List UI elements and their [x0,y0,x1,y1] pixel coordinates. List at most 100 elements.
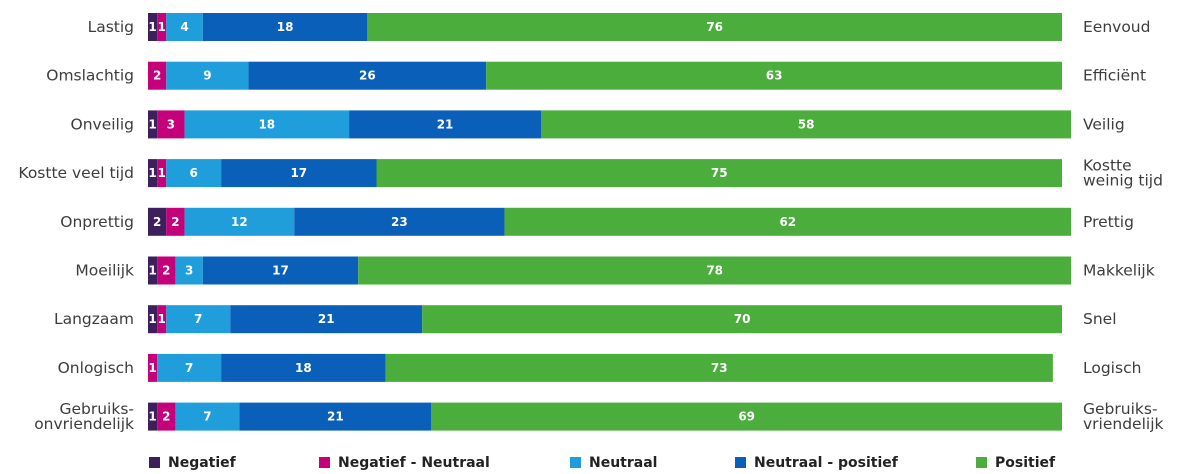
bar-segment [349,110,542,139]
category-label-right-line: Logisch [1083,359,1141,377]
data-label: 1 [158,312,166,326]
bar-segment [157,353,222,382]
data-label: 69 [738,410,755,424]
data-label: 2 [171,215,179,229]
legend-item: Neutraal - positief [735,455,899,471]
bar-segment [148,13,158,41]
category-label-left: Onprettig [60,213,134,231]
bar-segment [148,353,158,382]
category-label-right: Efficiënt [1083,67,1146,85]
data-label: 58 [798,117,815,131]
data-label: 73 [711,361,728,375]
category-label-right-line: weinig tijd [1083,172,1163,190]
bar-segment [230,305,423,334]
data-label: 1 [148,410,156,424]
legend-swatch [149,457,160,468]
category-label-left-line: onvriendelijk [34,415,134,433]
data-label: 62 [779,215,796,229]
bar-segment [367,13,1062,41]
data-label: 70 [734,312,751,326]
data-label: 4 [180,20,188,34]
data-label: 26 [359,69,376,83]
bar-segment [166,207,185,236]
category-label-right: Prettig [1083,213,1134,231]
legend-label: Negatief [168,455,237,471]
data-label: 2 [153,69,161,83]
bar-segment [358,256,1072,285]
bar-segment [157,13,167,41]
bar-row: 1 7 18 73 Onlogisch Logisch [58,353,1141,382]
bar-segment [148,305,158,334]
category-label-right-line: Veilig [1083,115,1125,133]
data-label: 1 [158,166,166,180]
legend-item: Negatief [149,455,237,471]
bar-segment [166,13,203,41]
category-label-left: Gebruiks-onvriendelijk [34,400,134,433]
legend: Negatief Negatief - Neutraal Neutraal Neutr… [149,455,1056,471]
category-label-left: Lastig [88,18,134,36]
bar-segment [376,159,1062,188]
bar-segment [422,305,1062,334]
bar-segment [148,402,158,431]
category-label-left-line: Moeilijk [75,262,134,280]
data-label: 1 [148,20,156,34]
bar-segment [157,305,167,334]
data-label: 2 [153,215,161,229]
bar-segment [431,402,1063,431]
legend-label: Neutraal [589,455,657,471]
data-label: 2 [162,410,170,424]
category-label-right-line: Efficiënt [1083,67,1146,85]
bar-row: 1 2 3 17 78 Moeilijk Makkelijk [75,256,1155,285]
legend-swatch [735,457,746,468]
bar-segment [184,110,350,139]
category-label-right-line: Snel [1083,310,1117,328]
data-label: 1 [158,20,166,34]
category-label-right: Logisch [1083,359,1141,377]
data-label: 76 [706,20,723,34]
data-label: 2 [162,264,170,278]
bar-segment [202,256,359,285]
data-label: 23 [391,215,408,229]
bar-segment [157,256,176,285]
category-label-left-line: Omslachtig [46,67,134,85]
legend-swatch [319,457,330,468]
legend-item: Negatief - Neutraal [319,455,490,471]
category-label-left-line: Kostte veel tijd [18,164,134,182]
data-label: 9 [203,69,211,83]
category-label-left-line: Lastig [88,18,134,36]
category-label-right: Veilig [1083,115,1125,133]
data-label: 12 [231,215,248,229]
category-label-right-line: vriendelijk [1083,415,1164,433]
bar-segment [184,207,295,236]
category-label-left: Kostte veel tijd [18,164,134,182]
category-label-left: Moeilijk [75,262,134,280]
data-label: 1 [148,166,156,180]
category-label-right-line: Makkelijk [1083,262,1155,280]
bar-segment [148,110,158,139]
data-label: 7 [185,361,193,375]
bar-segment [157,159,167,188]
legend-swatch [570,457,581,468]
bar-segment [148,61,167,90]
bar-segment [541,110,1072,139]
bar-row: 1 3 18 21 58 Onveilig Veilig [71,110,1125,139]
category-label-left-line: Langzaam [54,310,134,328]
data-label: 18 [295,361,312,375]
category-label-right: Eenvoud [1083,18,1150,36]
bar-segment [148,159,158,188]
bar-segment [157,402,176,431]
category-label-left-line: Onveilig [71,115,135,133]
data-label: 6 [190,166,198,180]
bar-segment [157,110,185,139]
data-label: 17 [272,264,289,278]
data-label: 21 [327,410,344,424]
data-label: 1 [148,117,156,131]
bar-segment [385,353,1053,382]
legend-label: Positief [995,455,1056,471]
data-label: 63 [766,69,783,83]
bar-segment [148,207,167,236]
bar-segment [166,305,231,334]
bar-segment [166,61,249,90]
data-label: 18 [258,117,275,131]
